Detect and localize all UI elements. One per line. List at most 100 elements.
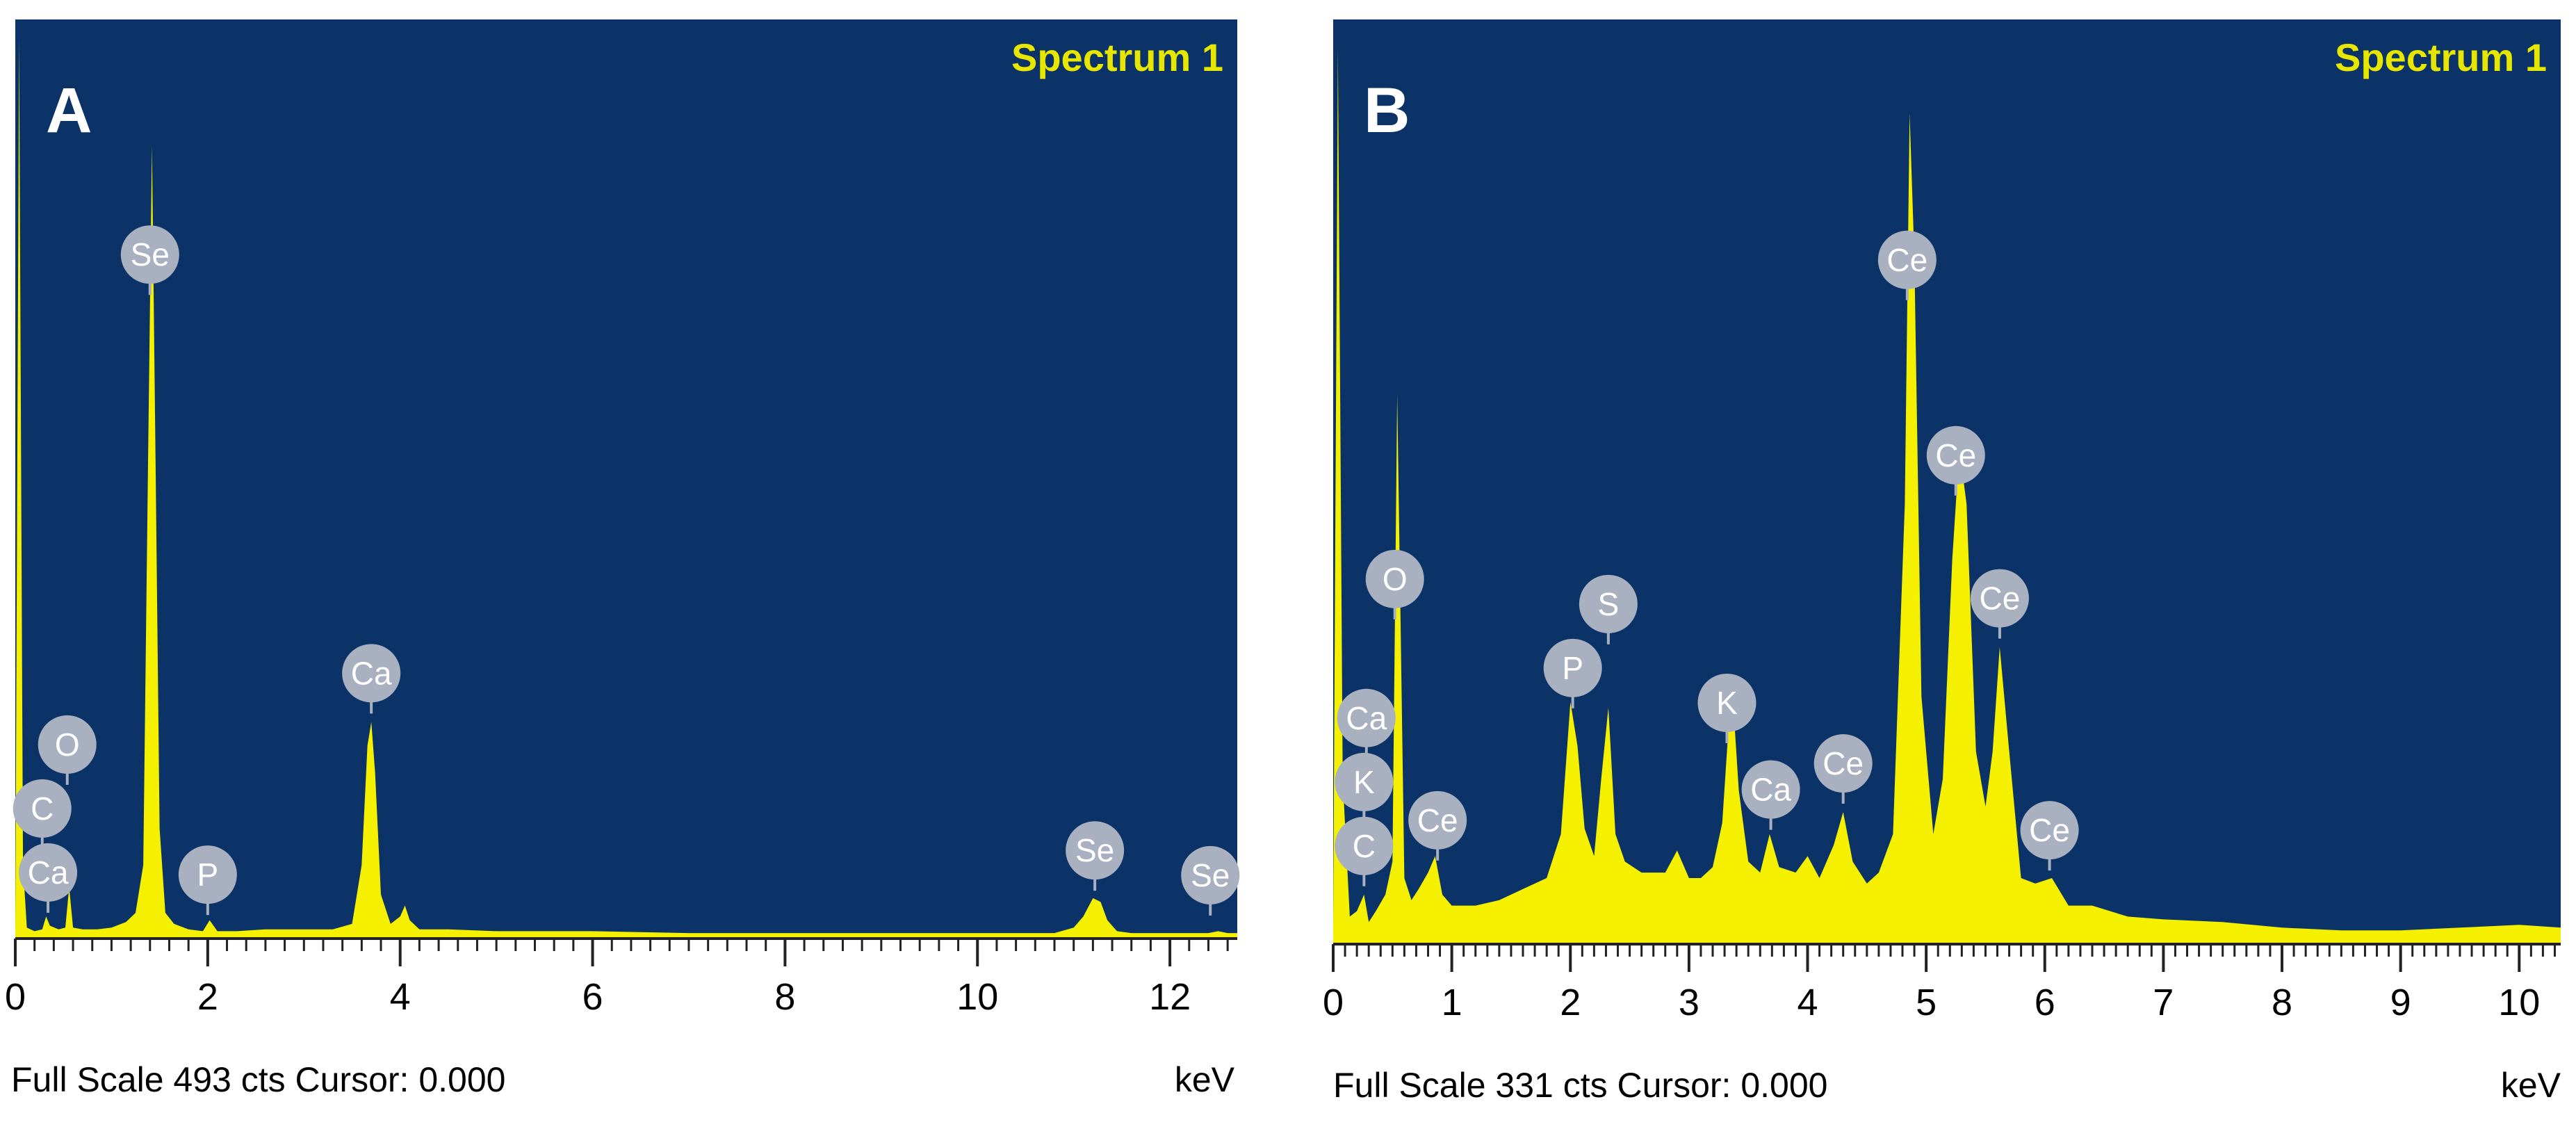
peak-marker-circle bbox=[19, 843, 78, 902]
peak-marker-circle bbox=[1741, 760, 1800, 819]
x-tick-label: 0 bbox=[5, 976, 26, 1018]
peak-marker-label: Ce bbox=[1935, 437, 1976, 473]
peak-marker-circle bbox=[1813, 734, 1873, 793]
peak-marker-label: K bbox=[1716, 685, 1738, 721]
panel-a-ticks: 0 2 4 6 8 10 12 bbox=[5, 939, 1229, 1018]
peak-marker-circle bbox=[342, 644, 401, 703]
peak-marker-circle bbox=[1181, 845, 1240, 904]
peak-marker-ca: Ca bbox=[1337, 688, 1396, 758]
peak-marker-circle bbox=[1697, 673, 1756, 732]
peak-marker-k: K bbox=[1335, 752, 1394, 822]
panel-a-plot-area bbox=[15, 19, 1237, 939]
x-tick-label: 6 bbox=[582, 976, 603, 1018]
panel-a-xlabel: keV bbox=[1175, 1060, 1235, 1099]
x-tick-label: 8 bbox=[2272, 982, 2292, 1023]
peak-marker-circle bbox=[1926, 425, 1985, 485]
peak-marker-label: O bbox=[1383, 561, 1408, 597]
peak-marker-label: P bbox=[197, 857, 219, 893]
spectrum-area bbox=[1333, 49, 2561, 945]
peak-marker-s: S bbox=[1579, 574, 1638, 644]
peak-marker-label: S bbox=[1598, 586, 1620, 622]
peak-marker-label: Ce bbox=[1823, 745, 1864, 781]
peak-marker-label: Ce bbox=[2029, 812, 2070, 848]
panel-a-footer: Full Scale 493 cts Cursor: 0.000 bbox=[11, 1060, 505, 1099]
peak-marker-circle bbox=[1335, 816, 1394, 875]
peak-marker-ce: Ce bbox=[1970, 569, 2029, 639]
peak-marker-p: P bbox=[1543, 638, 1602, 708]
peak-marker-c: C bbox=[1335, 816, 1394, 886]
x-tick-label: 0 bbox=[1323, 982, 1344, 1023]
peak-marker-se: Se bbox=[120, 225, 179, 295]
peak-marker-ce: Ce bbox=[1877, 230, 1937, 300]
peak-marker-ca: Ca bbox=[19, 843, 78, 913]
peak-marker-o: O bbox=[38, 715, 97, 785]
peak-marker-label: Se bbox=[1191, 857, 1230, 893]
peak-marker-circle bbox=[1337, 688, 1396, 747]
peak-marker-label: Ca bbox=[28, 854, 69, 891]
panel-a-marker-layer: Ca CO Se P Ca Se Se bbox=[13, 225, 1240, 916]
peak-marker-se: Se bbox=[1181, 845, 1240, 916]
peak-marker-ce: Ce bbox=[1926, 425, 1985, 496]
peak-marker-p: P bbox=[178, 845, 237, 916]
peak-marker-label: K bbox=[1353, 764, 1375, 800]
peak-marker-c: C bbox=[13, 779, 72, 849]
x-tick-label: 4 bbox=[390, 976, 411, 1018]
peak-marker-label: Ce bbox=[1980, 581, 2021, 617]
peak-marker-circle bbox=[178, 845, 237, 904]
panel-a-label: A bbox=[46, 75, 92, 146]
x-tick-label: 8 bbox=[774, 976, 795, 1018]
x-tick-label: 9 bbox=[2390, 982, 2411, 1023]
peak-marker-label: O bbox=[55, 727, 80, 763]
peak-marker-label: Ce bbox=[1886, 242, 1927, 278]
peak-marker-k: K bbox=[1697, 673, 1756, 743]
peak-marker-ce: Ce bbox=[1408, 790, 1467, 861]
peak-marker-circle bbox=[1066, 821, 1125, 880]
peak-marker-ce: Ce bbox=[2020, 801, 2079, 871]
x-tick-label: 1 bbox=[1442, 982, 1462, 1023]
peak-marker-circle bbox=[38, 715, 97, 774]
peak-marker-se: Se bbox=[1066, 821, 1125, 891]
x-tick-label: 6 bbox=[2035, 982, 2055, 1023]
x-tick-label: 5 bbox=[1916, 982, 1937, 1023]
peak-marker-ca: Ca bbox=[342, 644, 401, 714]
peak-marker-label: Ca bbox=[351, 655, 392, 691]
peak-marker-circle bbox=[1408, 790, 1467, 850]
peak-marker-ce: Ce bbox=[1813, 734, 1873, 804]
x-tick-label: 3 bbox=[1679, 982, 1699, 1023]
panel-b-ticks: 0 1 2 3 4 5 6 7 8 9 10 bbox=[1323, 944, 2556, 1023]
peak-marker-circle bbox=[1335, 752, 1394, 811]
peak-marker-label: C bbox=[31, 790, 54, 827]
peak-marker-label: Ca bbox=[1346, 700, 1387, 736]
peak-marker-circle bbox=[2020, 801, 2079, 860]
panel-b-footer: Full Scale 331 cts Cursor: 0.000 bbox=[1333, 1066, 1827, 1105]
x-tick-label: 10 bbox=[956, 976, 998, 1018]
peak-marker-label: Se bbox=[131, 236, 170, 273]
peak-marker-ca: Ca bbox=[1741, 760, 1800, 830]
panel-a-title: Spectrum 1 bbox=[1011, 35, 1223, 79]
peak-marker-circle bbox=[1365, 549, 1424, 608]
panel-b-title: Spectrum 1 bbox=[2335, 35, 2547, 79]
peak-marker-circle bbox=[1970, 569, 2029, 628]
peak-marker-circle bbox=[13, 779, 72, 838]
peak-marker-circle bbox=[120, 225, 179, 284]
peak-marker-circle bbox=[1543, 638, 1602, 697]
panel-b-spectrum-layer bbox=[1333, 49, 2561, 945]
peak-marker-circle bbox=[1877, 230, 1937, 289]
peak-marker-label: Se bbox=[1075, 832, 1114, 868]
x-tick-label: 7 bbox=[2153, 982, 2174, 1023]
panel-b-label: B bbox=[1364, 75, 1410, 146]
x-tick-label: 2 bbox=[1560, 982, 1581, 1023]
peak-marker-circle bbox=[1579, 574, 1638, 633]
peak-marker-label: Ce bbox=[1417, 802, 1458, 838]
x-tick-label: 10 bbox=[2498, 982, 2540, 1023]
x-tick-label: 2 bbox=[197, 976, 218, 1018]
peak-marker-label: P bbox=[1562, 650, 1583, 686]
x-tick-label: 12 bbox=[1149, 976, 1191, 1018]
peak-marker-o: O bbox=[1365, 549, 1424, 619]
peak-marker-label: C bbox=[1353, 828, 1376, 864]
panel-a: Ca CO Se P Ca Se Se A Spectrum 1 0 2 4 6 8 10 12 Ful… bbox=[0, 0, 1244, 1136]
panel-b-xlabel: keV bbox=[2501, 1066, 2561, 1105]
